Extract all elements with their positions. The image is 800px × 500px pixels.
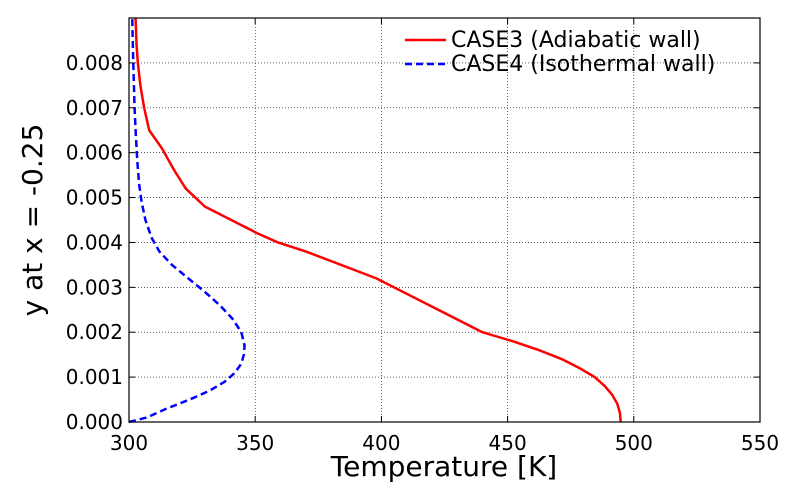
y-tick-label: 0.008 <box>66 51 123 75</box>
y-tick-label: 0.002 <box>66 320 123 344</box>
x-tick-label: 400 <box>362 431 400 455</box>
y-axis-label: y at x = -0.25 <box>16 124 49 317</box>
x-tick-label: 450 <box>489 431 527 455</box>
series-line-case4 <box>128 17 246 424</box>
ticks <box>128 18 761 423</box>
plot-lines <box>128 17 622 424</box>
x-tick-label: 350 <box>236 431 274 455</box>
y-tick-label: 0.006 <box>66 141 123 165</box>
grid <box>128 18 761 423</box>
x-axis-label: Temperature [K] <box>330 450 557 483</box>
plot-frame <box>128 17 761 423</box>
y-tick-label: 0.003 <box>66 275 123 299</box>
x-tick-label: 500 <box>615 431 653 455</box>
x-tick-label: 550 <box>741 431 779 455</box>
tick-labels: 300 350 400 450 500 550 0.000 0.001 0.002 0.003 0.… <box>66 51 779 455</box>
series-line-case3 <box>134 17 622 423</box>
legend-label-case4: CASE4 (Isothermal wall) <box>451 52 715 77</box>
legend-label-case3: CASE3 (Adiabatic wall) <box>451 28 701 53</box>
legend: CASE3 (Adiabatic wall) CASE4 (Isothermal… <box>405 28 715 77</box>
y-tick-label: 0.007 <box>66 96 123 120</box>
x-tick-label: 300 <box>110 431 148 455</box>
y-tick-label: 0.004 <box>66 230 123 254</box>
y-tick-label: 0.001 <box>66 365 123 389</box>
y-tick-label: 0.005 <box>66 186 123 210</box>
y-tick-label: 0.000 <box>66 410 123 434</box>
